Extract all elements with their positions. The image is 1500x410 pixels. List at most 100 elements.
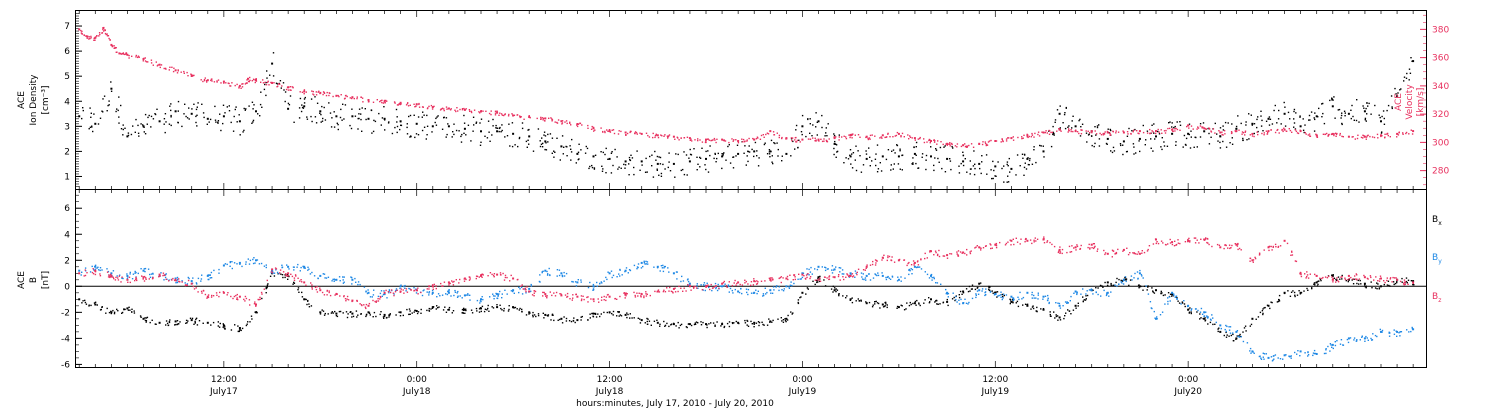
- density-series-sample: [1304, 124, 1306, 126]
- bx-series-sample: [872, 304, 874, 306]
- density-series-sample: [337, 123, 339, 126]
- by-series-sample: [1174, 296, 1176, 298]
- by-series-sample: [542, 270, 544, 272]
- bz-series-sample: [764, 280, 766, 282]
- by-series-sample: [776, 285, 778, 287]
- by-series-sample: [975, 293, 977, 295]
- density-series-sample: [107, 104, 109, 107]
- density-series-sample: [688, 157, 690, 159]
- density-series-sample: [745, 164, 747, 166]
- bz-series-sample: [448, 284, 450, 286]
- density-series-sample: [387, 122, 390, 124]
- bx-series-sample: [139, 315, 142, 317]
- velocity-series-sample: [430, 104, 433, 107]
- bz-series-sample: [329, 294, 332, 297]
- bz-series-sample: [770, 280, 772, 282]
- by-series-sample: [1167, 297, 1169, 299]
- bz-series-sample: [1189, 241, 1191, 243]
- bz-series-sample: [605, 299, 607, 302]
- velocity-series-sample: [1037, 131, 1040, 133]
- bx-series-point: [1106, 281, 1109, 284]
- by-series-point: [319, 274, 322, 277]
- by-series-sample: [1347, 341, 1350, 344]
- velocity-series-sample: [940, 141, 942, 143]
- by-series-sample: [1225, 330, 1227, 333]
- by-series-sample: [1037, 292, 1039, 294]
- density-tick-label: 5: [64, 72, 70, 82]
- bz-series-sample: [554, 295, 557, 297]
- by-series-sample: [561, 274, 563, 277]
- velocity-series-sample: [1112, 131, 1114, 133]
- by-series-sample: [126, 277, 129, 280]
- bz-series-sample: [1223, 247, 1225, 250]
- bz-series-sample: [463, 280, 466, 282]
- velocity-series-sample: [270, 81, 272, 84]
- density-series-sample: [191, 108, 193, 110]
- density-series-point: [383, 117, 386, 120]
- by-series-sample: [877, 274, 880, 277]
- density-series-sample: [570, 159, 572, 161]
- by-series-sample: [127, 276, 129, 278]
- bx-series-sample: [838, 293, 840, 295]
- by-series-sample: [763, 294, 765, 297]
- bz-series-sample: [645, 291, 647, 293]
- velocity-series-sample: [577, 123, 580, 125]
- bx-series-sample: [319, 313, 322, 315]
- density-series-sample: [532, 150, 535, 152]
- bx-series-sample: [768, 318, 770, 320]
- bz-series-sample: [920, 259, 922, 261]
- bz-series-sample: [99, 273, 101, 275]
- by-series-sample: [311, 271, 313, 274]
- velocity-series-sample: [288, 86, 290, 88]
- bx-series-sample: [395, 314, 397, 316]
- velocity-series-sample: [273, 82, 275, 84]
- bz-series-sample: [311, 286, 313, 289]
- density-series-sample: [1006, 161, 1009, 163]
- density-series-sample: [1210, 136, 1212, 138]
- by-series-sample: [577, 279, 579, 281]
- velocity-series-sample: [376, 99, 378, 101]
- density-series-sample: [547, 141, 549, 143]
- velocity-series-sample: [1376, 133, 1379, 136]
- velocity-series-sample: [102, 28, 104, 31]
- bx-series-sample: [1077, 305, 1079, 307]
- bx-series-sample: [230, 329, 233, 331]
- velocity-series-sample: [626, 132, 629, 135]
- bz-series-sample: [1340, 276, 1342, 278]
- bz-series-point: [399, 290, 402, 293]
- by-series-sample: [1325, 348, 1327, 350]
- by-series-sample: [1332, 347, 1334, 350]
- bx-series-sample: [379, 313, 381, 316]
- bz-series-sample: [334, 294, 336, 296]
- velocity-series-sample: [569, 121, 571, 123]
- density-series-sample: [417, 134, 420, 136]
- bx-series-sample: [1160, 292, 1162, 295]
- velocity-series-sample: [225, 82, 227, 84]
- density-series-sample: [461, 133, 463, 136]
- density-axis-label-line1: ACE: [17, 91, 27, 109]
- bx-series-sample: [877, 302, 880, 305]
- density-series-sample: [1094, 126, 1096, 128]
- bz-series-sample: [694, 285, 696, 288]
- velocity-series-sample: [379, 100, 381, 103]
- bz-series-sample: [768, 277, 771, 279]
- bx-series-sample: [753, 323, 755, 325]
- density-series-sample: [1098, 145, 1101, 147]
- by-series-point: [287, 265, 290, 268]
- by-series-sample: [1136, 271, 1139, 273]
- bz-series-point: [1010, 239, 1013, 242]
- bx-series-sample: [884, 301, 886, 304]
- velocity-series-sample: [748, 137, 750, 140]
- velocity-series-point: [496, 111, 499, 114]
- bx-series-sample: [619, 314, 622, 316]
- by-series-sample: [1229, 326, 1232, 328]
- bx-series-sample: [1054, 317, 1056, 319]
- density-series-sample: [251, 101, 254, 103]
- density-series-sample: [1341, 122, 1343, 125]
- by-series-sample: [897, 276, 899, 278]
- by-series-point: [174, 277, 177, 280]
- bx-series-sample: [819, 278, 821, 280]
- bz-series-sample: [92, 268, 94, 270]
- bx-series-sample: [1026, 303, 1029, 305]
